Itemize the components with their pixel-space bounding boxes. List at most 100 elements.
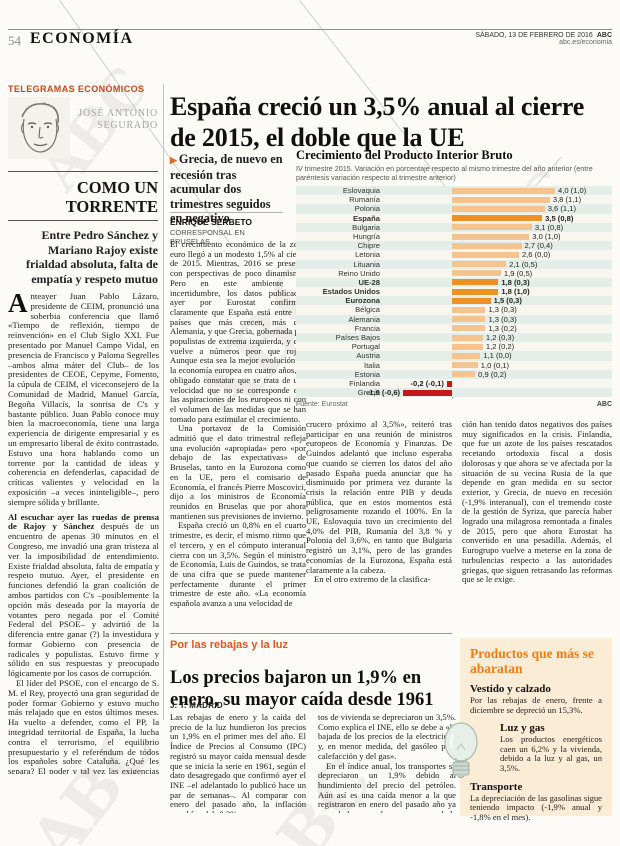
- chart-value-label: -1,9 (-0,6): [366, 388, 401, 398]
- chart-value-label: -0,2 (-0,1): [410, 378, 444, 388]
- chart-row: Hungría 3,0 (1,0): [296, 231, 612, 242]
- byline-name: ENRIQUE SERBETO: [170, 217, 253, 227]
- chart-country-label: Bélgica: [355, 305, 380, 315]
- chart-country-label: Grecia: [357, 388, 380, 398]
- sidebar-item: Luz y gas Los productos energéticos caen …: [500, 722, 602, 773]
- chart-row: Rumanía 3,8 (1,1): [296, 195, 612, 205]
- chart-country-label: Países Bajos: [335, 333, 380, 342]
- main-article-column-1: El crecimiento económico de la zona euro…: [170, 240, 306, 632]
- chart-country-label: Italia: [363, 360, 380, 370]
- chart-value-label: 1,2 (0,2): [485, 342, 515, 352]
- chart-value-label: 1,8 (0,3): [501, 277, 530, 287]
- chart-value-label: 2,7 (0,4): [524, 241, 553, 251]
- chart-bar: [452, 371, 476, 378]
- chart-country-label: Reino Unido: [338, 268, 380, 278]
- chart-country-label: Francia: [354, 323, 380, 333]
- chart-country-label: Eslovaquia: [342, 186, 380, 195]
- chart-country-label: Austria: [356, 351, 380, 361]
- paragraph: ción han tenido datos negativos dos país…: [462, 420, 612, 585]
- chart-country-label: Estonia: [354, 369, 380, 379]
- chart-value-label: 3,6 (1,1): [547, 204, 576, 214]
- chart-bar: [452, 288, 499, 295]
- chart-row: Grecia -1,9 (-0,6): [296, 388, 612, 398]
- chart-country-label: Estados Unidos: [322, 287, 380, 297]
- chart-bar: [452, 334, 483, 341]
- chart-row: UE-28 1,8 (0,3): [296, 277, 612, 288]
- header-rule: [8, 29, 612, 30]
- chart-row: Chipre 2,7 (0,4): [296, 241, 612, 251]
- dateline: SÁBADO, 13 DE FEBRERO DE 2016 ABC abc.es/…: [475, 32, 612, 46]
- chart-value-label: 2,1 (0,5): [509, 259, 538, 269]
- chart-bar: [452, 261, 507, 268]
- portrait-sketch-icon: [8, 97, 70, 159]
- column-divider: [163, 84, 164, 720]
- chart-bar: [403, 389, 452, 396]
- sidebar-item-heading: Vestido y calzado: [470, 683, 551, 695]
- chart-value-label: 1,2 (0,3): [485, 333, 515, 342]
- chart-bar: [452, 362, 478, 369]
- chart-bar: [452, 233, 530, 240]
- chart-row: Austria 1,1 (0,0): [296, 351, 612, 361]
- chart-country-label: Finlandia: [349, 378, 380, 388]
- chart-country-label: Hungría: [352, 231, 380, 241]
- sidebar-item: Transporte La depreciación de las gasolin…: [470, 781, 602, 823]
- paragraph-lead: Al escuchar ayer las ruedas de prensa de…: [8, 511, 159, 532]
- second-article-column-1: Las rebajas de enero y la caída del prec…: [170, 713, 306, 813]
- chart-country-label: Rumanía: [349, 195, 380, 205]
- chart-title: Crecimiento del Producto Interior Bruto: [296, 148, 513, 162]
- chart-credit: ABC: [596, 401, 612, 408]
- paragraph: El líder del PSOE, con el encargo de S. …: [8, 678, 159, 774]
- chart-bar: [452, 270, 501, 277]
- byline-role: CORRESPONSAL EN BRUSELAS: [170, 228, 245, 246]
- sidebar-item-heading: Transporte: [470, 780, 523, 793]
- opinion-kicker: TELEGRAMAS ECONÓMICOS: [8, 84, 145, 94]
- paragraph: crucero próximo al 3,5%», reiteró tras p…: [306, 420, 452, 575]
- chart-subtitle: IV trimestre 2015. Variación en porcenta…: [296, 164, 593, 182]
- paragraph: Al escuchar ayer las ruedas de prensa de…: [8, 511, 159, 679]
- paragraph: tos de vivienda se depreciaron un 3,5%. …: [318, 713, 456, 761]
- brand-mark: ABC: [596, 32, 612, 39]
- chart-country-label: Portugal: [351, 342, 380, 352]
- chart-row: Bulgaria 3,1 (0,8): [296, 222, 612, 232]
- main-article-column-3: ción han tenido datos negativos dos país…: [462, 420, 612, 632]
- paragraph: Una portavoz de la Comisión admitió que …: [170, 423, 306, 521]
- main-deck: ▶ Grecia, de nuevo en recesión tras acumu…: [170, 152, 283, 226]
- chart-source-text: Fuente: Eurostat: [296, 401, 348, 408]
- sidebar-item-text: Los productos energéticos caen un 6,2% y…: [500, 734, 602, 773]
- chart-value-label: 1,9 (0,5): [503, 268, 533, 278]
- products-sidebar: Productos que más se abaratan Vestido y …: [460, 638, 612, 822]
- chart-country-label: Lituania: [353, 259, 380, 269]
- chart-country-label: Bulgaria: [352, 222, 380, 232]
- chart-source: ABC Fuente: Eurostat: [296, 401, 612, 408]
- chart-row: Bélgica 1,3 (0,3): [296, 305, 612, 315]
- chart-value-label: 3,8 (1,1): [552, 195, 582, 205]
- chart-value-label: 3,0 (1,0): [532, 231, 561, 241]
- main-article-column-2: crucero próximo al 3,5%», reiteró tras p…: [306, 420, 452, 632]
- sidebar-item-heading: Luz y gas: [500, 722, 545, 735]
- second-headline: Los precios bajaron un 1,9% en enero, su…: [170, 668, 434, 710]
- chart-value-label: 1,0 (0,1): [480, 360, 510, 370]
- byline-block: ENRIQUE SERBETO CORRESPONSAL EN BRUSELAS: [170, 217, 283, 246]
- chart-row: Países Bajos 1,2 (0,3): [296, 333, 612, 343]
- chart-country-label: Chipre: [357, 241, 380, 251]
- author-portrait: [8, 97, 70, 159]
- paragraph: En el índice anual, los transportes se d…: [318, 760, 456, 813]
- chart-value-label: 1,1 (0,0): [483, 351, 512, 361]
- chart-rows: Eslovaquia 4,0 (1,0) Rumanía 3,8 (1,1) Polon…: [296, 186, 612, 398]
- chart-value-label: 3,1 (0,8): [534, 222, 564, 232]
- chart-value-label: 1,3 (0,3): [488, 305, 517, 315]
- opinion-title: COMO UN TORRENTE: [65, 178, 158, 216]
- chart-bar: [452, 316, 486, 323]
- paragraph: España creció un 0,8% en el cuarto trime…: [170, 520, 306, 609]
- chart-row: Letonia 2,6 (0,0): [296, 250, 612, 260]
- gdp-growth-chart: Crecimiento del Producto Interior Bruto …: [296, 148, 612, 414]
- chart-value-label: 2,6 (0,0): [521, 250, 551, 260]
- main-deck-text: Grecia, de nuevo en recesión tras acumul…: [170, 152, 283, 226]
- main-headline: España creció un 3,5% anual al cierre de…: [170, 92, 585, 153]
- chart-country-label: Alemania: [348, 314, 380, 324]
- chart-bar: [452, 343, 483, 350]
- opinion-author: JOSÉ ANTONIO SEGURADO: [78, 108, 158, 131]
- second-article-rule: [170, 633, 452, 634]
